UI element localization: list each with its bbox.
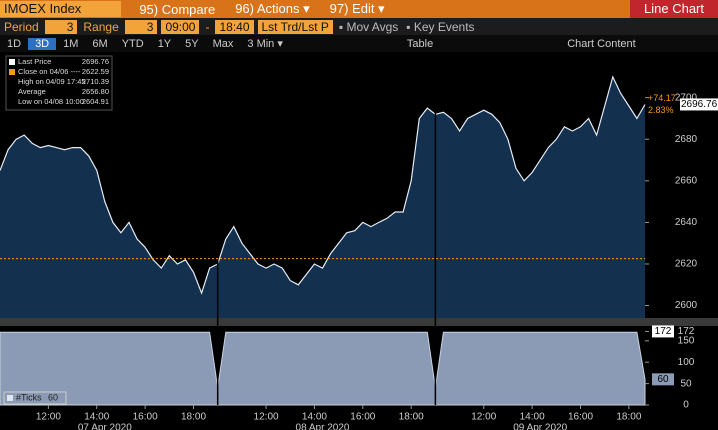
area-fill (0, 76, 645, 319)
field-input[interactable]: Lst Trd/Lst P (257, 19, 333, 34)
y-tick-label: 2640 (675, 217, 698, 228)
y-tick-label: 150 (678, 335, 695, 346)
current-ticks-label: 60 (657, 374, 669, 385)
max-box (652, 325, 674, 338)
y-tick-label: 0 (683, 400, 689, 411)
x-tick-label: 16:00 (133, 412, 158, 423)
period-button[interactable]: 6M (92, 37, 108, 50)
legend-label: Low on 04/08 10:00 (18, 97, 84, 106)
x-tick-label: 12:00 (254, 412, 279, 423)
menu-actions[interactable]: 96) Actions ▾ (235, 1, 310, 16)
period-button[interactable]: YTD (121, 37, 144, 50)
period-button[interactable]: Max (212, 37, 234, 50)
period-input[interactable]: 3 (44, 19, 78, 34)
menu-compare[interactable]: 95) Compare (139, 1, 216, 17)
x-tick-label: 18:00 (181, 412, 206, 423)
ticks-legend-swatch (7, 395, 13, 401)
change-label: +74.17 (648, 93, 676, 103)
y-tick-label: 2600 (675, 300, 698, 311)
x-tick-label: 12:00 (36, 412, 61, 423)
current-ticks-box (652, 373, 674, 386)
period-bar: 1D 3D 1M 6M YTD 1Y 5Y Max 3 Min ▾ Table Chart Cont… (0, 35, 718, 52)
x-tick-label: 12:00 (471, 412, 496, 423)
area-fill (0, 331, 646, 406)
y-tick-label: 2700 (675, 92, 698, 103)
date-label: 07 Apr 2020 (78, 423, 132, 430)
last-price-label: 2696.76 (681, 99, 718, 110)
key-events-label: Key Events (413, 19, 475, 34)
y-tick-label: 2660 (675, 175, 698, 186)
period-button[interactable]: 3 Min ▾ (247, 38, 283, 50)
date-label: 08 Apr 2020 (296, 423, 350, 430)
period-button[interactable]: 1M (63, 37, 79, 50)
period-label: Period (4, 19, 39, 34)
y-tick-label: 2680 (675, 134, 698, 145)
x-tick-label: 14:00 (520, 412, 545, 423)
legend-label: Last Price (18, 57, 51, 66)
end-input[interactable]: 18:40 (215, 19, 254, 34)
title-bar: IMOEX Index 95) Compare 96) Actions ▾ 97… (0, 0, 718, 18)
y-tick-label: 172 (678, 326, 695, 337)
x-tick-label: 14:00 (84, 412, 109, 423)
key-events-toggle[interactable]: ▪ Key Events (406, 19, 475, 34)
period-button[interactable]: 3D (28, 37, 57, 50)
table-button[interactable]: Table (406, 37, 434, 50)
mov-avgs-label: Mov Avgs (346, 19, 399, 34)
y-tick-label: 100 (678, 357, 695, 368)
x-tick-label: 18:00 (399, 412, 424, 423)
change-pct-label: 2.83% (648, 105, 674, 115)
settings-bar: Period 3 Range 3 09:00 - 18:40 Lst Trd/L… (0, 18, 718, 35)
legend-value: 2622.59 (82, 67, 109, 76)
price-line (0, 75, 646, 295)
legend-value: 2710.39 (82, 77, 109, 86)
legend-swatch (9, 69, 15, 75)
range-label: Range (83, 19, 119, 34)
x-tick-label: 16:00 (350, 412, 375, 423)
period-button[interactable]: 1Y (157, 37, 172, 50)
panel-divider (0, 318, 718, 326)
legend-label: High on 04/09 17:45 (18, 77, 86, 86)
start-input[interactable]: 09:00 (161, 19, 200, 34)
chart-name: Line Chart (630, 0, 718, 18)
dash: - (205, 19, 210, 34)
x-tick-label: 16:00 (568, 412, 593, 423)
y-tick-label: 2620 (675, 259, 698, 270)
x-tick-label: 18:00 (616, 412, 641, 423)
mov-avgs-toggle[interactable]: ▪ Mov Avgs (338, 19, 399, 34)
security-input[interactable]: IMOEX Index (0, 1, 122, 17)
period-button[interactable]: 1D (7, 37, 22, 50)
legend-bg (5, 55, 113, 111)
legend-swatch (9, 59, 15, 65)
menu-edit[interactable]: 97) Edit ▾ (329, 1, 385, 16)
legend-value: 2696.76 (82, 57, 109, 66)
y-tick-label: 50 (680, 378, 692, 389)
chart-content-button[interactable]: Chart Content (567, 37, 636, 50)
ticks-legend-box (3, 391, 67, 405)
legend-label: Close on 04/06 ---- (18, 67, 81, 76)
range-input[interactable]: 3 (124, 19, 158, 34)
x-tick-label: 14:00 (302, 412, 327, 423)
legend-value: 2656.80 (82, 87, 109, 96)
legend-value: 2604.91 (82, 97, 109, 106)
ticks-legend-name: #Ticks (16, 392, 42, 402)
chart: 260026202640266026802700050100150172+74.… (0, 52, 718, 430)
max-label: 172 (655, 326, 672, 337)
date-label: 09 Apr 2020 (513, 423, 567, 430)
period-button[interactable]: 5Y (185, 37, 199, 50)
legend-label: Average (18, 87, 46, 96)
last-price-box (680, 98, 718, 111)
ticks-legend-value: 60 (48, 392, 58, 402)
